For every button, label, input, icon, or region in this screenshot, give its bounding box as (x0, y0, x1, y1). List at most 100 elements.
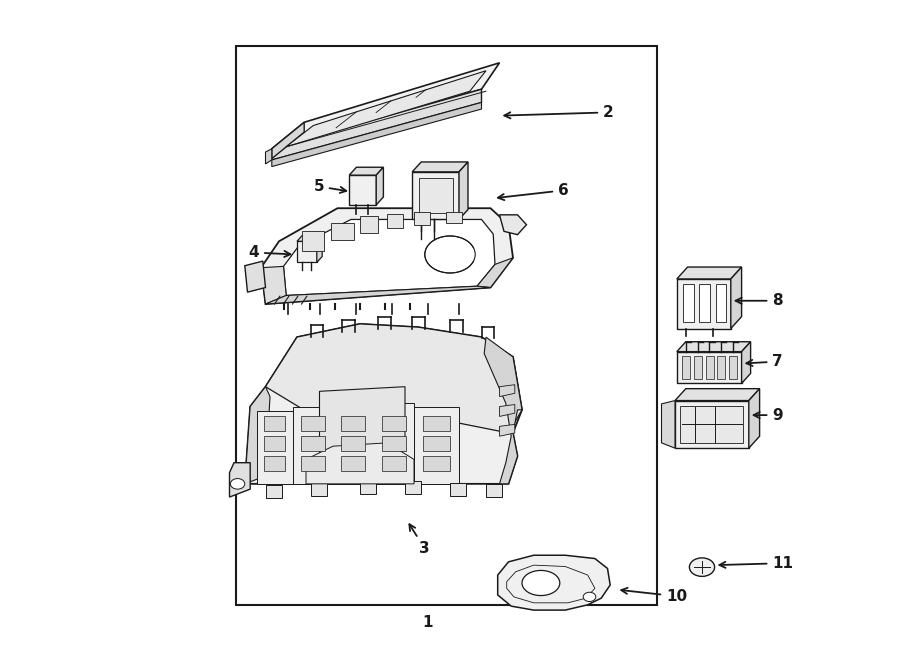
Polygon shape (272, 122, 304, 159)
Polygon shape (349, 167, 383, 175)
Polygon shape (677, 279, 731, 329)
Text: 11: 11 (719, 556, 793, 570)
Bar (301, 456, 325, 471)
Polygon shape (486, 484, 502, 497)
Polygon shape (500, 215, 526, 235)
Bar (301, 436, 325, 451)
Polygon shape (450, 483, 466, 496)
Bar (264, 416, 285, 431)
Polygon shape (245, 324, 522, 484)
Bar (264, 456, 285, 471)
Text: 2: 2 (504, 105, 614, 120)
Polygon shape (675, 401, 749, 448)
Polygon shape (683, 284, 694, 322)
Bar (236, 46, 657, 605)
Text: 10: 10 (621, 588, 687, 603)
Polygon shape (310, 483, 327, 496)
Polygon shape (292, 407, 333, 484)
Bar (694, 356, 702, 379)
Polygon shape (414, 407, 459, 484)
Bar (341, 436, 365, 451)
Polygon shape (677, 267, 742, 279)
Polygon shape (699, 284, 710, 322)
Bar (729, 356, 737, 379)
Polygon shape (317, 235, 322, 262)
Bar (414, 212, 430, 225)
Polygon shape (266, 485, 282, 498)
Bar (423, 436, 450, 451)
Bar (717, 356, 725, 379)
Circle shape (230, 479, 245, 489)
Polygon shape (261, 266, 286, 304)
Bar (387, 214, 403, 228)
Polygon shape (272, 102, 482, 167)
Polygon shape (320, 387, 405, 456)
Text: 5: 5 (313, 179, 346, 194)
Bar (264, 436, 285, 451)
Bar (706, 356, 714, 379)
Bar (341, 416, 365, 431)
Bar (423, 416, 450, 431)
Polygon shape (500, 385, 515, 397)
Polygon shape (245, 261, 266, 292)
Polygon shape (677, 352, 742, 383)
Polygon shape (272, 63, 500, 149)
Text: 1: 1 (422, 615, 433, 630)
Polygon shape (500, 405, 515, 416)
Polygon shape (498, 555, 610, 610)
Polygon shape (405, 481, 421, 494)
Bar (341, 456, 365, 471)
Polygon shape (662, 401, 675, 448)
Polygon shape (675, 389, 760, 401)
Polygon shape (272, 89, 482, 160)
Bar (302, 231, 324, 251)
Polygon shape (477, 258, 513, 288)
Polygon shape (374, 403, 414, 484)
Bar (418, 178, 453, 213)
Polygon shape (742, 342, 751, 383)
Polygon shape (256, 411, 292, 484)
Polygon shape (677, 342, 751, 352)
Polygon shape (349, 175, 376, 205)
Polygon shape (500, 424, 515, 436)
Polygon shape (412, 172, 459, 219)
Polygon shape (230, 463, 250, 497)
Polygon shape (261, 208, 513, 304)
Text: 3: 3 (410, 524, 430, 556)
Polygon shape (376, 167, 383, 205)
Polygon shape (716, 284, 726, 322)
Polygon shape (297, 241, 317, 262)
Bar (682, 356, 690, 379)
Bar (446, 212, 462, 223)
Polygon shape (266, 324, 522, 433)
Circle shape (689, 558, 715, 576)
Text: 7: 7 (746, 354, 783, 369)
Text: 9: 9 (753, 408, 783, 422)
Circle shape (583, 592, 596, 602)
Polygon shape (286, 71, 486, 147)
Bar (301, 416, 325, 431)
Bar (360, 216, 378, 233)
Text: 8: 8 (735, 293, 783, 308)
Bar (382, 436, 406, 451)
Text: 4: 4 (248, 245, 291, 260)
Polygon shape (306, 443, 414, 484)
Bar (382, 416, 406, 431)
Polygon shape (360, 481, 376, 494)
Polygon shape (749, 389, 760, 448)
Polygon shape (731, 267, 742, 329)
Bar (680, 406, 743, 443)
Polygon shape (412, 162, 468, 172)
Bar (331, 223, 354, 240)
Text: 6: 6 (498, 183, 569, 200)
Bar (423, 456, 450, 471)
Polygon shape (484, 337, 522, 484)
Ellipse shape (522, 570, 560, 596)
Polygon shape (284, 219, 495, 295)
Bar (382, 456, 406, 471)
Polygon shape (266, 149, 272, 164)
Polygon shape (245, 387, 270, 484)
Polygon shape (459, 162, 468, 219)
Polygon shape (266, 286, 491, 304)
Polygon shape (333, 403, 374, 484)
